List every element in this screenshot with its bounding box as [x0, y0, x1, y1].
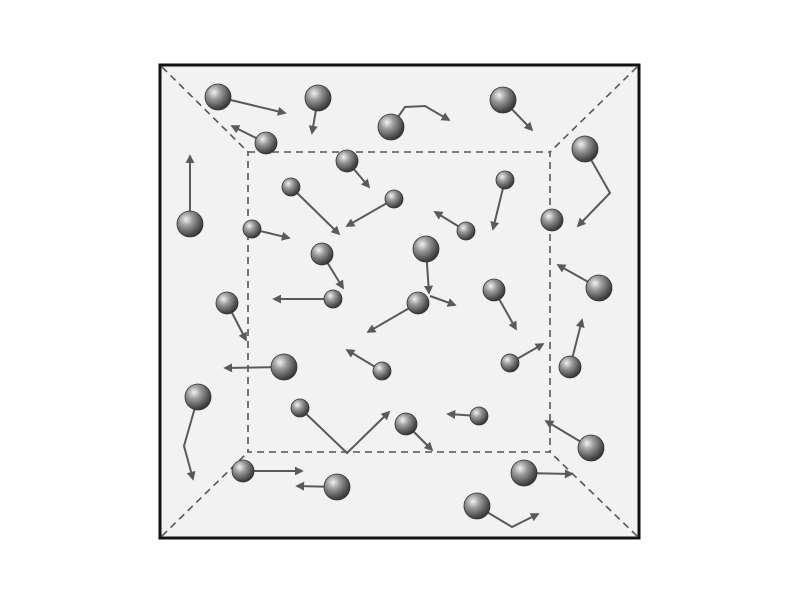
molecule: [412, 235, 440, 263]
molecule: [384, 189, 404, 209]
molecule: [585, 274, 613, 302]
molecule: [495, 170, 515, 190]
velocity-arrow: [476, 505, 540, 529]
molecule: [510, 459, 538, 487]
edge: [549, 66, 638, 153]
molecules: [176, 83, 613, 520]
molecule: [577, 434, 605, 462]
molecule: [482, 278, 506, 302]
molecule: [571, 135, 599, 163]
molecule: [335, 149, 359, 173]
molecule: [310, 242, 334, 266]
molecule: [377, 113, 405, 141]
molecule: [215, 291, 239, 315]
velocity-arrow: [290, 186, 341, 236]
molecule: [489, 86, 517, 114]
molecule: [469, 406, 489, 426]
molecule: [500, 353, 520, 373]
molecule: [270, 353, 298, 381]
velocity-arrow: [429, 295, 457, 307]
molecule: [463, 492, 491, 520]
edge: [549, 451, 638, 537]
molecule: [242, 219, 262, 239]
molecule: [540, 208, 564, 232]
molecule: [176, 210, 204, 238]
molecule: [406, 291, 430, 315]
molecule: [394, 412, 418, 436]
molecule: [304, 84, 332, 112]
molecule: [204, 83, 232, 111]
molecule: [558, 355, 582, 379]
molecule: [231, 459, 255, 483]
velocity-arrow: [299, 407, 391, 455]
velocity-arrow: [182, 396, 199, 481]
molecule: [372, 361, 392, 381]
velocity-arrow: [576, 148, 612, 228]
molecule: [323, 289, 343, 309]
molecule: [456, 221, 476, 241]
molecule: [254, 131, 278, 155]
molecule: [281, 177, 301, 197]
back-wall: [247, 151, 551, 453]
molecule: [323, 473, 351, 501]
molecule: [290, 398, 310, 418]
edge: [161, 66, 249, 153]
molecule: [184, 383, 212, 411]
